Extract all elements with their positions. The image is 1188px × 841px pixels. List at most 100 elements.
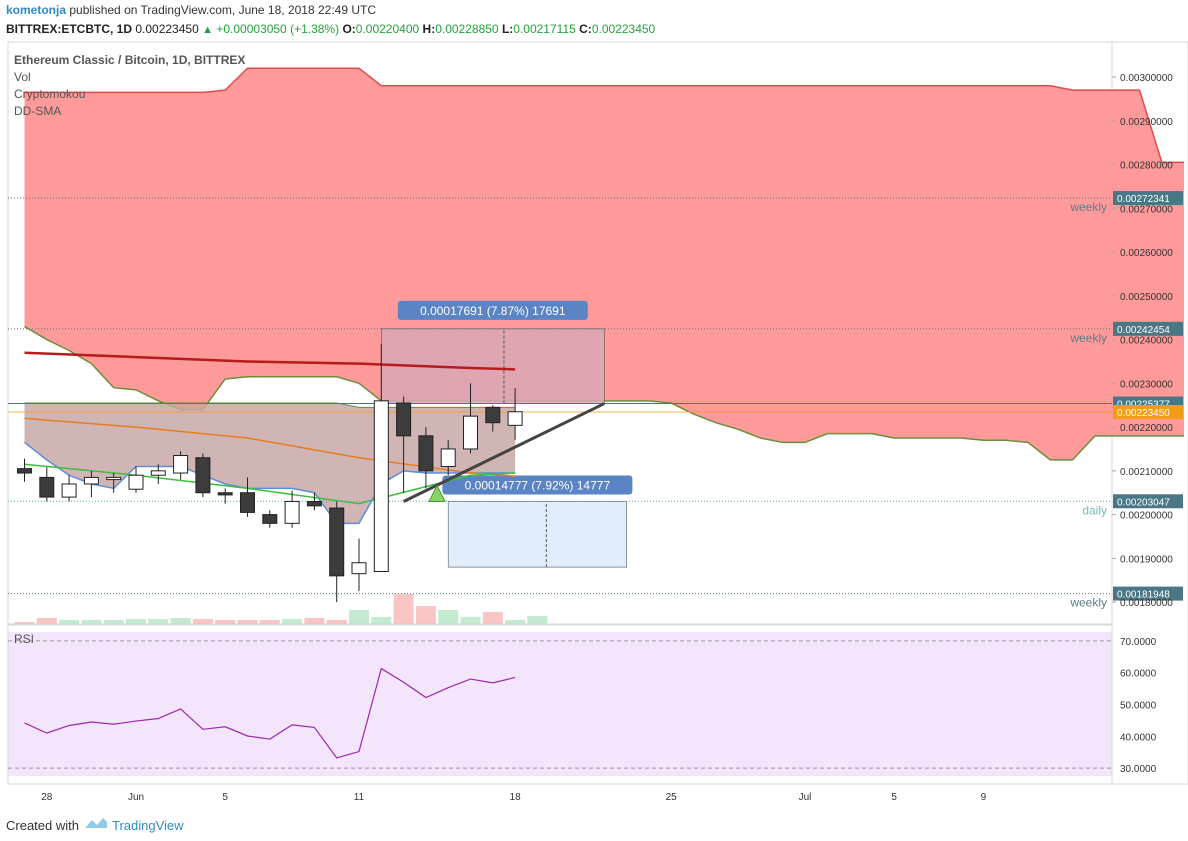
volume-bar xyxy=(14,622,35,624)
last-price: 0.00223450 xyxy=(135,22,199,36)
candle-body xyxy=(284,500,300,524)
date-tick-label: Jun xyxy=(128,792,144,803)
measure-box xyxy=(447,501,627,568)
volume-bar xyxy=(415,606,436,624)
candle-body xyxy=(485,406,501,424)
price-tick-label: 0.00280000 xyxy=(1120,161,1173,172)
candle-body xyxy=(195,457,211,494)
volume-bar xyxy=(349,610,369,624)
measure-label: 0.00014777 (7.92%) 14777 xyxy=(465,478,611,492)
volume-bar xyxy=(393,594,414,624)
date-tick-label: 11 xyxy=(354,792,365,803)
footer: Created with TradingView xyxy=(6,816,184,833)
legend-item: Vol xyxy=(14,70,31,84)
candle-body xyxy=(128,474,144,490)
cloud-upper-edge xyxy=(24,67,1185,164)
price-tick-label: 0.00260000 xyxy=(1120,248,1173,259)
legend-item: Ethereum Classic / Bitcoin, 1D, BITTREX xyxy=(14,53,245,67)
tradingview-brand[interactable]: TradingView xyxy=(112,818,184,833)
volume-bar xyxy=(460,617,481,624)
level-tag-label: 0.00181948 xyxy=(1117,590,1170,601)
rsi-tick-label: 70.0000 xyxy=(1120,637,1157,648)
level-tag-label: 0.00223450 xyxy=(1117,408,1170,419)
candle-body xyxy=(306,500,322,507)
candle-body xyxy=(39,476,55,498)
candle-body xyxy=(396,402,412,437)
volume-bar xyxy=(81,620,102,624)
up-triangle-icon: ▲ xyxy=(202,24,213,36)
candle-body xyxy=(17,468,32,474)
price-tick-label: 0.00190000 xyxy=(1120,554,1173,565)
volume-bar xyxy=(505,620,526,624)
measure-label: 0.00017691 (7.87%) 17691 xyxy=(420,304,566,318)
date-tick-label: 28 xyxy=(41,792,53,803)
close-label: C: xyxy=(579,22,592,36)
volume-bar xyxy=(304,618,325,624)
candle-body xyxy=(61,483,77,498)
price-tick-label: 0.00180000 xyxy=(1120,598,1173,609)
sma-line xyxy=(24,417,516,477)
tradingview-logo-icon xyxy=(83,818,112,833)
level-label: weekly xyxy=(1069,596,1107,610)
volume-bar xyxy=(59,620,80,624)
rsi-tick-label: 30.0000 xyxy=(1120,764,1157,775)
candle-body xyxy=(351,562,367,575)
high-label: H: xyxy=(422,22,436,36)
candle-body xyxy=(262,514,278,524)
level-label: weekly xyxy=(1069,200,1107,214)
volume-bar xyxy=(237,620,258,624)
publish-header: kometonja published on TradingView.com, … xyxy=(6,3,376,17)
price-tick-label: 0.00300000 xyxy=(1120,73,1173,84)
volume-bar xyxy=(103,620,124,624)
low-value: 0.00217115 xyxy=(513,22,576,36)
low-label: L: xyxy=(501,22,514,36)
candle-body xyxy=(217,492,233,496)
candle-body xyxy=(418,435,434,472)
level-tag xyxy=(1113,404,1183,419)
volume-bar xyxy=(438,610,459,624)
legend-item: DD-SMA xyxy=(14,104,61,118)
date-tick-label: 5 xyxy=(222,792,228,803)
candle-body xyxy=(373,400,389,572)
rsi-tick-label: 40.0000 xyxy=(1120,732,1157,743)
volume-bar xyxy=(527,616,548,624)
level-label: weekly xyxy=(1069,331,1107,345)
level-tag xyxy=(1113,191,1183,206)
level-tag xyxy=(1113,586,1183,601)
date-tick-label: 9 xyxy=(981,792,987,803)
price-tick-label: 0.00200000 xyxy=(1120,511,1173,522)
close-value: 0.00223450 xyxy=(591,22,656,36)
level-tag xyxy=(1113,494,1183,509)
level-tag-label: 0.00242454 xyxy=(1117,325,1170,336)
price-tick-label: 0.00230000 xyxy=(1120,379,1173,390)
rsi-background xyxy=(8,632,1112,777)
candle-body xyxy=(440,448,456,467)
price-tick-label: 0.00210000 xyxy=(1120,467,1173,478)
buy-signal-icon xyxy=(428,484,446,502)
price-tick-label: 0.00290000 xyxy=(1120,117,1173,128)
price-tick-label: 0.00250000 xyxy=(1120,292,1173,303)
volume-bar xyxy=(259,620,280,624)
date-tick-label: 18 xyxy=(510,792,522,803)
price-tick-label: 0.00270000 xyxy=(1120,204,1173,215)
volume-bar xyxy=(170,618,191,624)
kumo-shadow-lower xyxy=(24,441,516,525)
candle-body xyxy=(173,455,189,474)
measure-tag xyxy=(397,300,588,320)
level-tag-label: 0.00203047 xyxy=(1117,497,1170,508)
candle-body xyxy=(463,415,478,450)
volume-bar xyxy=(148,619,169,624)
symbol-header: BITTREX:ETCBTC, 1D 0.00223450 ▲ +0.00003… xyxy=(6,22,655,36)
volume-bar xyxy=(371,617,392,624)
volume-bar xyxy=(326,620,347,624)
volume-bar xyxy=(282,619,303,624)
open-value: 0.00220400 xyxy=(355,22,420,36)
volume-bar xyxy=(192,619,213,624)
volume-bar xyxy=(36,618,57,624)
author-name[interactable]: kometonja xyxy=(6,3,67,17)
created-with-text: Created with xyxy=(6,818,79,833)
measure-tag xyxy=(442,475,633,495)
price-tick-label: 0.00220000 xyxy=(1120,423,1173,434)
price-tick-label: 0.00240000 xyxy=(1120,336,1173,347)
